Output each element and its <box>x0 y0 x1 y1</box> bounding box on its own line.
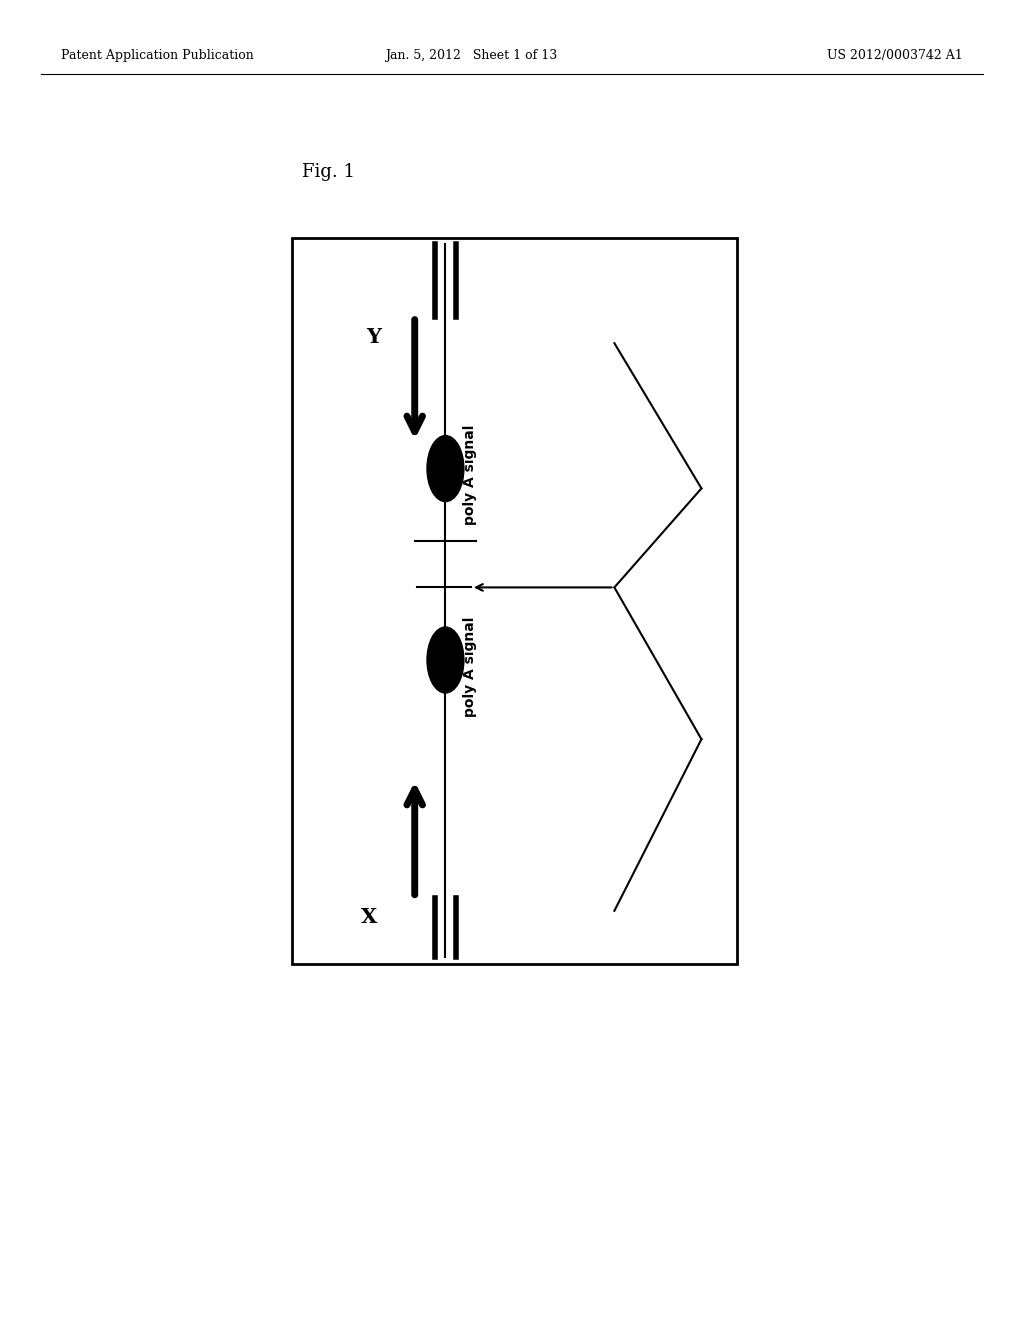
Text: poly A signal: poly A signal <box>463 616 477 717</box>
Text: Fig. 1: Fig. 1 <box>302 162 355 181</box>
Ellipse shape <box>427 627 464 693</box>
Text: Y: Y <box>367 326 381 347</box>
Bar <box>292 238 737 964</box>
Text: US 2012/0003742 A1: US 2012/0003742 A1 <box>826 49 963 62</box>
Text: Jan. 5, 2012   Sheet 1 of 13: Jan. 5, 2012 Sheet 1 of 13 <box>385 49 557 62</box>
Ellipse shape <box>427 436 464 502</box>
Text: X: X <box>360 907 377 928</box>
Text: Patent Application Publication: Patent Application Publication <box>61 49 254 62</box>
Text: poly A signal: poly A signal <box>463 425 477 525</box>
